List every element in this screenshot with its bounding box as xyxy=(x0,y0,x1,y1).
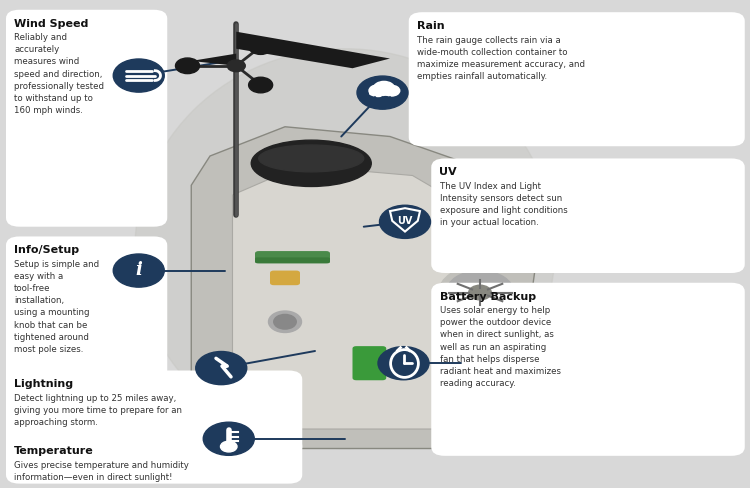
Circle shape xyxy=(227,60,245,72)
FancyBboxPatch shape xyxy=(431,283,745,456)
Text: Rain: Rain xyxy=(417,21,445,31)
Circle shape xyxy=(113,59,164,92)
FancyBboxPatch shape xyxy=(255,251,330,263)
FancyBboxPatch shape xyxy=(409,12,745,146)
Text: UV: UV xyxy=(398,216,412,226)
Circle shape xyxy=(374,81,394,95)
Text: Reliably and
accurately
measures wind
speed and direction,
professionally tested: Reliably and accurately measures wind sp… xyxy=(14,33,104,115)
FancyBboxPatch shape xyxy=(431,159,745,273)
Circle shape xyxy=(378,346,429,380)
Circle shape xyxy=(357,76,408,109)
Circle shape xyxy=(469,285,491,300)
Text: Battery Backup: Battery Backup xyxy=(440,291,536,302)
Ellipse shape xyxy=(251,140,371,186)
Circle shape xyxy=(446,270,514,314)
Text: Gives precise temperature and humidity
information—even in direct sunlight!: Gives precise temperature and humidity i… xyxy=(14,461,189,482)
Circle shape xyxy=(203,422,254,455)
FancyBboxPatch shape xyxy=(369,90,396,96)
Text: The rain gauge collects rain via a
wide-mouth collection container to
maximize m: The rain gauge collects rain via a wide-… xyxy=(417,36,585,81)
Circle shape xyxy=(248,39,273,54)
Text: Temperature: Temperature xyxy=(14,446,94,456)
Text: Wind Speed: Wind Speed xyxy=(14,19,88,28)
FancyBboxPatch shape xyxy=(352,346,386,380)
Circle shape xyxy=(274,314,296,329)
Text: Uses solar energy to help
power the outdoor device
when in direct sunlight, as
w: Uses solar energy to help power the outd… xyxy=(440,306,560,388)
Circle shape xyxy=(176,58,200,74)
Ellipse shape xyxy=(135,49,555,448)
FancyBboxPatch shape xyxy=(6,370,302,456)
Text: UV: UV xyxy=(440,167,457,177)
Circle shape xyxy=(113,254,164,287)
FancyBboxPatch shape xyxy=(270,270,300,285)
Text: Info/Setup: Info/Setup xyxy=(14,245,80,255)
FancyBboxPatch shape xyxy=(255,257,330,263)
Circle shape xyxy=(380,205,430,239)
Text: Lightning: Lightning xyxy=(14,379,74,389)
Circle shape xyxy=(439,265,521,319)
FancyBboxPatch shape xyxy=(6,10,167,227)
Ellipse shape xyxy=(484,198,529,232)
Circle shape xyxy=(369,85,387,97)
Circle shape xyxy=(383,85,400,96)
Ellipse shape xyxy=(259,145,364,172)
FancyBboxPatch shape xyxy=(6,437,302,484)
Ellipse shape xyxy=(478,193,534,237)
Circle shape xyxy=(196,351,247,385)
Text: Setup is simple and
easy with a
tool-free
installation,
using a mounting
knob th: Setup is simple and easy with a tool-fre… xyxy=(14,260,99,354)
Text: Detect lightning up to 25 miles away,
giving you more time to prepare for an
app: Detect lightning up to 25 miles away, gi… xyxy=(14,394,182,427)
Circle shape xyxy=(248,77,273,93)
Text: The UV Index and Light
Intensity sensors detect sun
exposure and light condition: The UV Index and Light Intensity sensors… xyxy=(440,182,567,227)
FancyBboxPatch shape xyxy=(6,237,167,409)
Text: i: i xyxy=(135,261,142,279)
Circle shape xyxy=(268,311,302,332)
Polygon shape xyxy=(191,127,540,448)
Polygon shape xyxy=(191,54,236,66)
Polygon shape xyxy=(232,166,488,429)
Circle shape xyxy=(220,441,237,452)
Polygon shape xyxy=(236,32,390,68)
